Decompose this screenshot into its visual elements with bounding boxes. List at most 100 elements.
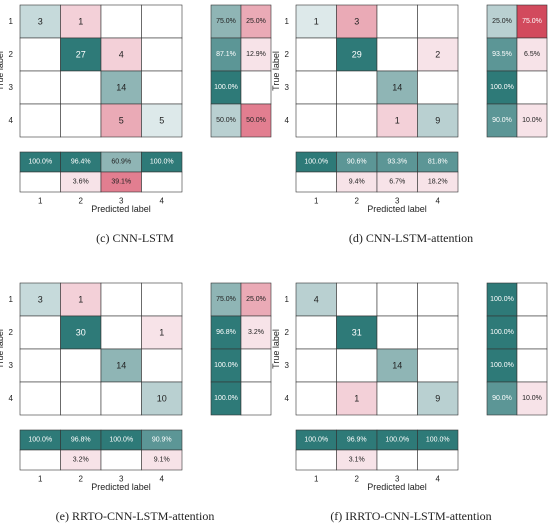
matrix-cell-value: 14 xyxy=(392,361,402,371)
row-summary-cell xyxy=(486,103,518,138)
matrix-cell-value: 10 xyxy=(157,394,167,404)
x-axis-label: Predicted label xyxy=(367,204,427,214)
col-summary-cell xyxy=(376,449,418,471)
matrix-cell xyxy=(19,37,61,72)
matrix-cell xyxy=(141,348,183,383)
row-summary-cell xyxy=(516,70,548,105)
matrix-cell xyxy=(19,103,61,138)
matrix-cell xyxy=(60,70,102,105)
matrix-cell xyxy=(417,103,459,138)
matrix-cell xyxy=(376,103,418,138)
matrix-cell-value: 3 xyxy=(38,17,43,27)
col-summary-cell xyxy=(295,449,337,471)
matrix-cell-value: 30 xyxy=(76,328,86,338)
y-axis-label: True label xyxy=(0,329,5,369)
y-tick-label: 4 xyxy=(285,394,290,403)
row-summary-cell xyxy=(486,37,518,72)
matrix-cell xyxy=(100,315,142,350)
x-axis-label: Predicted label xyxy=(91,482,151,492)
x-tick-label: 1 xyxy=(314,197,319,206)
matrix-cell xyxy=(417,315,459,350)
matrix-cell xyxy=(141,103,183,138)
col-summary-value: 3.2% xyxy=(73,457,89,464)
matrix-cell-value: 4 xyxy=(314,295,319,305)
y-tick-label: 2 xyxy=(285,50,290,59)
row-summary-value: 93.5% xyxy=(492,51,512,58)
row-summary-value: 10.0% xyxy=(522,395,542,402)
matrix-cell xyxy=(376,37,418,72)
row-summary-value: 50.0% xyxy=(216,117,236,124)
matrix-cell xyxy=(100,4,142,39)
y-tick-label: 1 xyxy=(285,295,290,304)
row-summary-cell xyxy=(240,315,272,350)
row-summary-cell xyxy=(516,103,548,138)
matrix-cell xyxy=(336,282,378,317)
matrix-cell-value: 31 xyxy=(352,328,362,338)
matrix-cell xyxy=(417,4,459,39)
row-summary-value: 96.8% xyxy=(216,329,236,336)
matrix-cell xyxy=(19,348,61,383)
row-summary-value: 100.0% xyxy=(214,395,238,402)
col-summary-value: 93.3% xyxy=(387,159,407,166)
matrix-cell xyxy=(336,348,378,383)
matrix-cell xyxy=(60,315,102,350)
row-summary-cell xyxy=(210,348,242,383)
row-summary-value: 6.5% xyxy=(524,51,540,58)
col-summary-value: 81.8% xyxy=(428,159,448,166)
matrix-cell xyxy=(295,348,337,383)
col-summary-cell xyxy=(141,449,183,471)
matrix-cell xyxy=(376,381,418,416)
matrix-cell-value: 1 xyxy=(395,116,400,126)
matrix-cell xyxy=(141,70,183,105)
x-tick-label: 1 xyxy=(38,197,43,206)
col-summary-value: 100.0% xyxy=(28,437,52,444)
row-summary-value: 50.0% xyxy=(246,117,266,124)
row-summary-value: 75.0% xyxy=(522,18,542,25)
matrix-cell xyxy=(100,282,142,317)
matrix-cell-value: 14 xyxy=(392,83,402,93)
matrix-cell-value: 3 xyxy=(354,17,359,27)
matrix-cell-value: 1 xyxy=(78,295,83,305)
col-summary-value: 9.4% xyxy=(349,179,365,186)
y-axis-label: True label xyxy=(271,329,281,369)
row-summary-cell xyxy=(516,282,548,317)
row-summary-cell xyxy=(516,348,548,383)
matrix-cell-value: 27 xyxy=(76,50,86,60)
matrix-cell xyxy=(60,4,102,39)
matrix-cell-value: 5 xyxy=(159,116,164,126)
col-summary-value: 96.8% xyxy=(71,437,91,444)
row-summary-value: 25.0% xyxy=(246,296,266,303)
row-summary-cell xyxy=(240,37,272,72)
matrix-cell xyxy=(141,4,183,39)
x-tick-label: 3 xyxy=(119,475,124,484)
y-axis-label: True label xyxy=(271,51,281,91)
col-summary-value: 3.6% xyxy=(73,179,89,186)
matrix-cell-value: 3 xyxy=(38,295,43,305)
matrix-cell xyxy=(417,70,459,105)
matrix-cell xyxy=(295,103,337,138)
row-summary-cell xyxy=(516,4,548,39)
matrix-cell xyxy=(60,282,102,317)
row-summary-cell xyxy=(210,315,242,350)
matrix-cell-value: 1 xyxy=(159,328,164,338)
matrix-cell xyxy=(376,315,418,350)
matrix-cell xyxy=(417,37,459,72)
row-summary-cell xyxy=(210,381,242,416)
matrix-cell xyxy=(100,381,142,416)
x-tick-label: 4 xyxy=(436,197,441,206)
matrix-cell-value: 9 xyxy=(435,116,440,126)
row-summary-cell xyxy=(486,282,518,317)
y-tick-label: 3 xyxy=(285,361,290,370)
col-summary-cell xyxy=(141,171,183,193)
matrix-cell xyxy=(60,381,102,416)
row-summary-cell xyxy=(210,4,242,39)
row-summary-value: 25.0% xyxy=(246,18,266,25)
col-summary-value: 100.0% xyxy=(28,159,52,166)
col-summary-value: 90.6% xyxy=(347,159,367,166)
row-summary-value: 100.0% xyxy=(490,362,514,369)
col-summary-value: 90.9% xyxy=(152,437,172,444)
x-axis-label: Predicted label xyxy=(367,482,427,492)
x-tick-label: 1 xyxy=(38,475,43,484)
